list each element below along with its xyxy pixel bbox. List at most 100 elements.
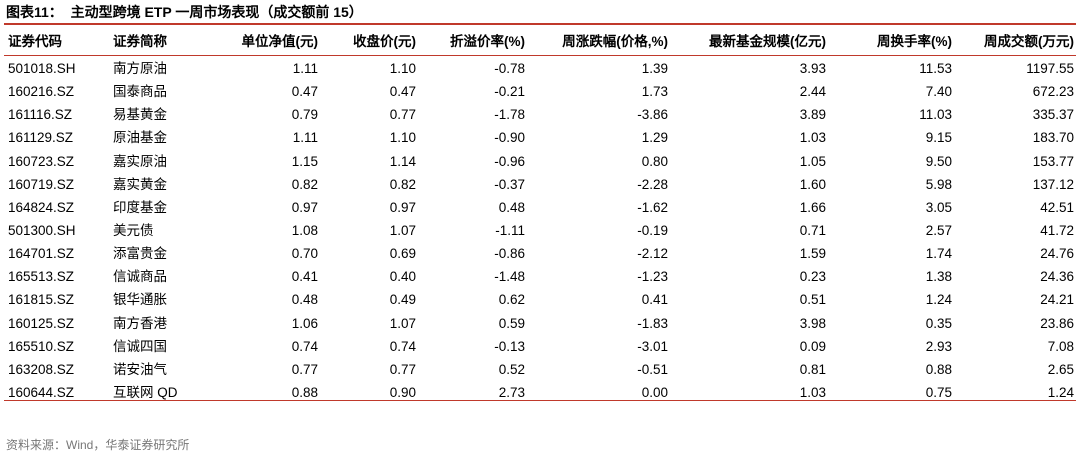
header-cell: 周换手率(%) bbox=[877, 34, 952, 49]
table-cell: 0.62 bbox=[498, 292, 525, 308]
table-cell: 0.41 bbox=[641, 292, 668, 308]
table-cell: 2.44 bbox=[799, 84, 826, 100]
table-cell: 0.71 bbox=[799, 222, 826, 238]
table-cell: 183.70 bbox=[1032, 130, 1074, 146]
table-cell: 672.23 bbox=[1032, 84, 1074, 100]
table-cell: 42.51 bbox=[1040, 199, 1074, 215]
table-cell: 0.69 bbox=[389, 246, 416, 262]
table-cell: 1.15 bbox=[291, 153, 318, 169]
table-cell: 南方原油 bbox=[113, 61, 167, 76]
table-cell: 诺安油气 bbox=[113, 361, 167, 377]
table-cell: 24.36 bbox=[1040, 269, 1074, 285]
table-cell: 0.90 bbox=[389, 384, 416, 400]
table-cell: 7.08 bbox=[1047, 338, 1074, 354]
header-cell: 证券代码 bbox=[8, 34, 62, 49]
header-cell: 单位净值(元) bbox=[241, 34, 319, 49]
table-cell: 国泰商品 bbox=[113, 84, 167, 100]
header-cell: 周成交额(万元) bbox=[984, 34, 1074, 49]
header-cell: 证券简称 bbox=[113, 34, 167, 49]
table-cell: -0.96 bbox=[494, 153, 525, 169]
table-cell: 0.97 bbox=[291, 199, 318, 215]
table-cell: -1.23 bbox=[637, 269, 668, 285]
table-cell: -0.86 bbox=[494, 246, 525, 262]
table-cell: 互联网 QD bbox=[113, 384, 178, 400]
table-cell: 153.77 bbox=[1032, 153, 1074, 169]
table-cell: 2.65 bbox=[1047, 361, 1074, 377]
table-cell: 添富贵金 bbox=[113, 246, 167, 262]
table-cell: -1.11 bbox=[495, 222, 525, 238]
table-cell: 3.05 bbox=[925, 199, 952, 215]
table-cell: 160644.SZ bbox=[8, 384, 75, 400]
table-cell: 1.24 bbox=[925, 292, 952, 308]
table-cell: 164701.SZ bbox=[8, 246, 75, 262]
header-cell: 周涨跌幅(价格,%) bbox=[562, 34, 668, 49]
table-cell: -3.01 bbox=[637, 338, 668, 354]
table-row: 164701.SZ 添富贵金 0.70 0.69 -0.86 -2.12 1.59 1.74 2… bbox=[4, 242, 1076, 265]
table-row: 165510.SZ 信诚四国 0.74 0.74 -0.13 -3.01 0.09 2.93 7… bbox=[4, 335, 1076, 358]
table-cell: 美元债 bbox=[113, 222, 154, 238]
table-cell: 160719.SZ bbox=[8, 176, 75, 192]
table-cell: 0.48 bbox=[498, 199, 525, 215]
table-cell: 161116.SZ bbox=[8, 107, 73, 123]
table-cell: 0.00 bbox=[641, 384, 668, 400]
table-cell: 0.75 bbox=[925, 384, 952, 400]
table-cell: -2.28 bbox=[637, 176, 668, 192]
table-cell: 0.23 bbox=[799, 269, 826, 285]
table-cell: 1.06 bbox=[291, 315, 318, 331]
table-cell: 0.70 bbox=[291, 246, 318, 262]
table-cell: 1.14 bbox=[389, 153, 416, 169]
table-cell: 501300.SH bbox=[8, 222, 76, 238]
table-cell: 165513.SZ bbox=[8, 269, 75, 285]
source-note: 资料来源：Wind，华泰证券研究所 bbox=[6, 438, 190, 452]
table-row: 501300.SH 美元债 1.08 1.07 -1.11 -0.19 0.71 2.57 41… bbox=[4, 219, 1076, 242]
table-title: 图表11： 主动型跨境 ETP 一周市场表现（成交额前 15） bbox=[6, 4, 363, 20]
table-cell: 1.66 bbox=[799, 199, 826, 215]
table-cell: 2.73 bbox=[498, 384, 525, 400]
table-cell: 1.39 bbox=[641, 61, 668, 76]
table-cell: 原油基金 bbox=[113, 130, 167, 146]
table-cell: 0.82 bbox=[291, 176, 318, 192]
table-cell: 1.10 bbox=[389, 61, 416, 76]
table-cell: 335.37 bbox=[1032, 107, 1074, 123]
table-cell: 0.41 bbox=[291, 269, 318, 285]
table-cell: 11.53 bbox=[919, 61, 952, 76]
table-cell: -3.86 bbox=[637, 107, 668, 123]
table-cell: 1.74 bbox=[925, 246, 952, 262]
table-cell: 9.15 bbox=[925, 130, 952, 146]
table-cell: -1.48 bbox=[494, 269, 525, 285]
table-cell: 3.93 bbox=[799, 61, 826, 76]
table-cell: 1.11 bbox=[292, 130, 318, 146]
table-cell: 1.07 bbox=[389, 222, 416, 238]
header-row: 证券代码 证券简称 单位净值(元) 收盘价(元) 折溢价率(%) 周涨跌幅(价格,%) 最新… bbox=[4, 29, 1076, 56]
table-cell: 9.50 bbox=[925, 153, 952, 169]
table-cell: 5.98 bbox=[925, 176, 952, 192]
table-cell: -0.90 bbox=[494, 130, 525, 146]
table-cell: 嘉实黄金 bbox=[113, 176, 167, 192]
data-table: 证券代码 证券简称 单位净值(元) 收盘价(元) 折溢价率(%) 周涨跌幅(价格,%) 最新… bbox=[4, 29, 1076, 404]
table-cell: 0.77 bbox=[389, 361, 416, 377]
table-cell: 137.12 bbox=[1032, 176, 1074, 192]
table-cell: 163208.SZ bbox=[8, 361, 75, 377]
table-cell: 嘉实原油 bbox=[113, 153, 167, 169]
table-cell: 2.93 bbox=[925, 338, 952, 354]
table-row: 160644.SZ 互联网 QD 0.88 0.90 2.73 0.00 1.03 0.75 1… bbox=[4, 381, 1076, 404]
table-cell: -0.13 bbox=[494, 338, 525, 354]
table-row: 160719.SZ 嘉实黄金 0.82 0.82 -0.37 -2.28 1.60 5.98 1… bbox=[4, 173, 1076, 196]
table-cell: 1.24 bbox=[1047, 384, 1074, 400]
table-cell: 0.35 bbox=[925, 315, 952, 331]
table-cell: 161815.SZ bbox=[8, 292, 75, 308]
table-cell: -0.19 bbox=[637, 222, 668, 238]
table-cell: -1.62 bbox=[637, 199, 668, 215]
header-cell: 折溢价率(%) bbox=[450, 34, 525, 49]
table-cell: 1.38 bbox=[925, 269, 952, 285]
table-cell: 0.81 bbox=[799, 361, 826, 377]
top-rule bbox=[4, 23, 1076, 25]
table-cell: -0.51 bbox=[637, 361, 668, 377]
table-cell: 印度基金 bbox=[113, 199, 167, 215]
table-cell: 0.82 bbox=[389, 176, 416, 192]
bottom-rule bbox=[4, 400, 1076, 401]
table-cell: 161129.SZ bbox=[8, 130, 74, 146]
table-row: 160216.SZ 国泰商品 0.47 0.47 -0.21 1.73 2.44 7.40 67… bbox=[4, 80, 1076, 103]
table-row: 501018.SH 南方原油 1.11 1.10 -0.78 1.39 3.93 11.53 1… bbox=[4, 57, 1076, 80]
table-cell: -0.78 bbox=[494, 61, 525, 76]
